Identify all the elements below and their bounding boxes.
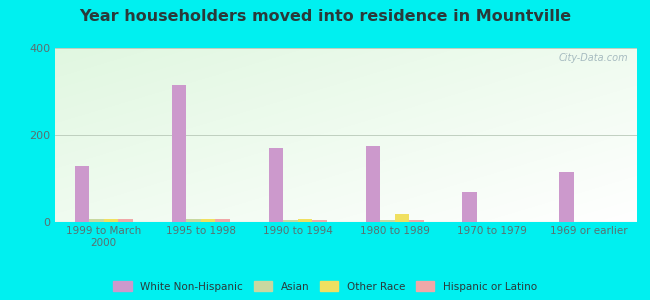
Bar <box>104 218 118 222</box>
Bar <box>215 218 230 222</box>
Bar <box>172 85 186 222</box>
Bar <box>186 218 201 222</box>
Bar <box>312 220 327 222</box>
Bar <box>89 218 104 222</box>
Bar <box>268 148 283 222</box>
Bar <box>395 214 409 222</box>
Bar <box>409 220 424 222</box>
Bar <box>283 220 298 222</box>
Bar <box>560 172 574 222</box>
Text: City-Data.com: City-Data.com <box>558 53 629 63</box>
Bar <box>201 218 215 222</box>
Bar <box>118 218 133 222</box>
Bar <box>365 146 380 222</box>
Bar <box>75 166 89 222</box>
Bar <box>380 220 395 222</box>
Bar <box>298 218 312 222</box>
Legend: White Non-Hispanic, Asian, Other Race, Hispanic or Latino: White Non-Hispanic, Asian, Other Race, H… <box>110 278 540 295</box>
Text: Year householders moved into residence in Mountville: Year householders moved into residence i… <box>79 9 571 24</box>
Bar <box>462 192 477 222</box>
